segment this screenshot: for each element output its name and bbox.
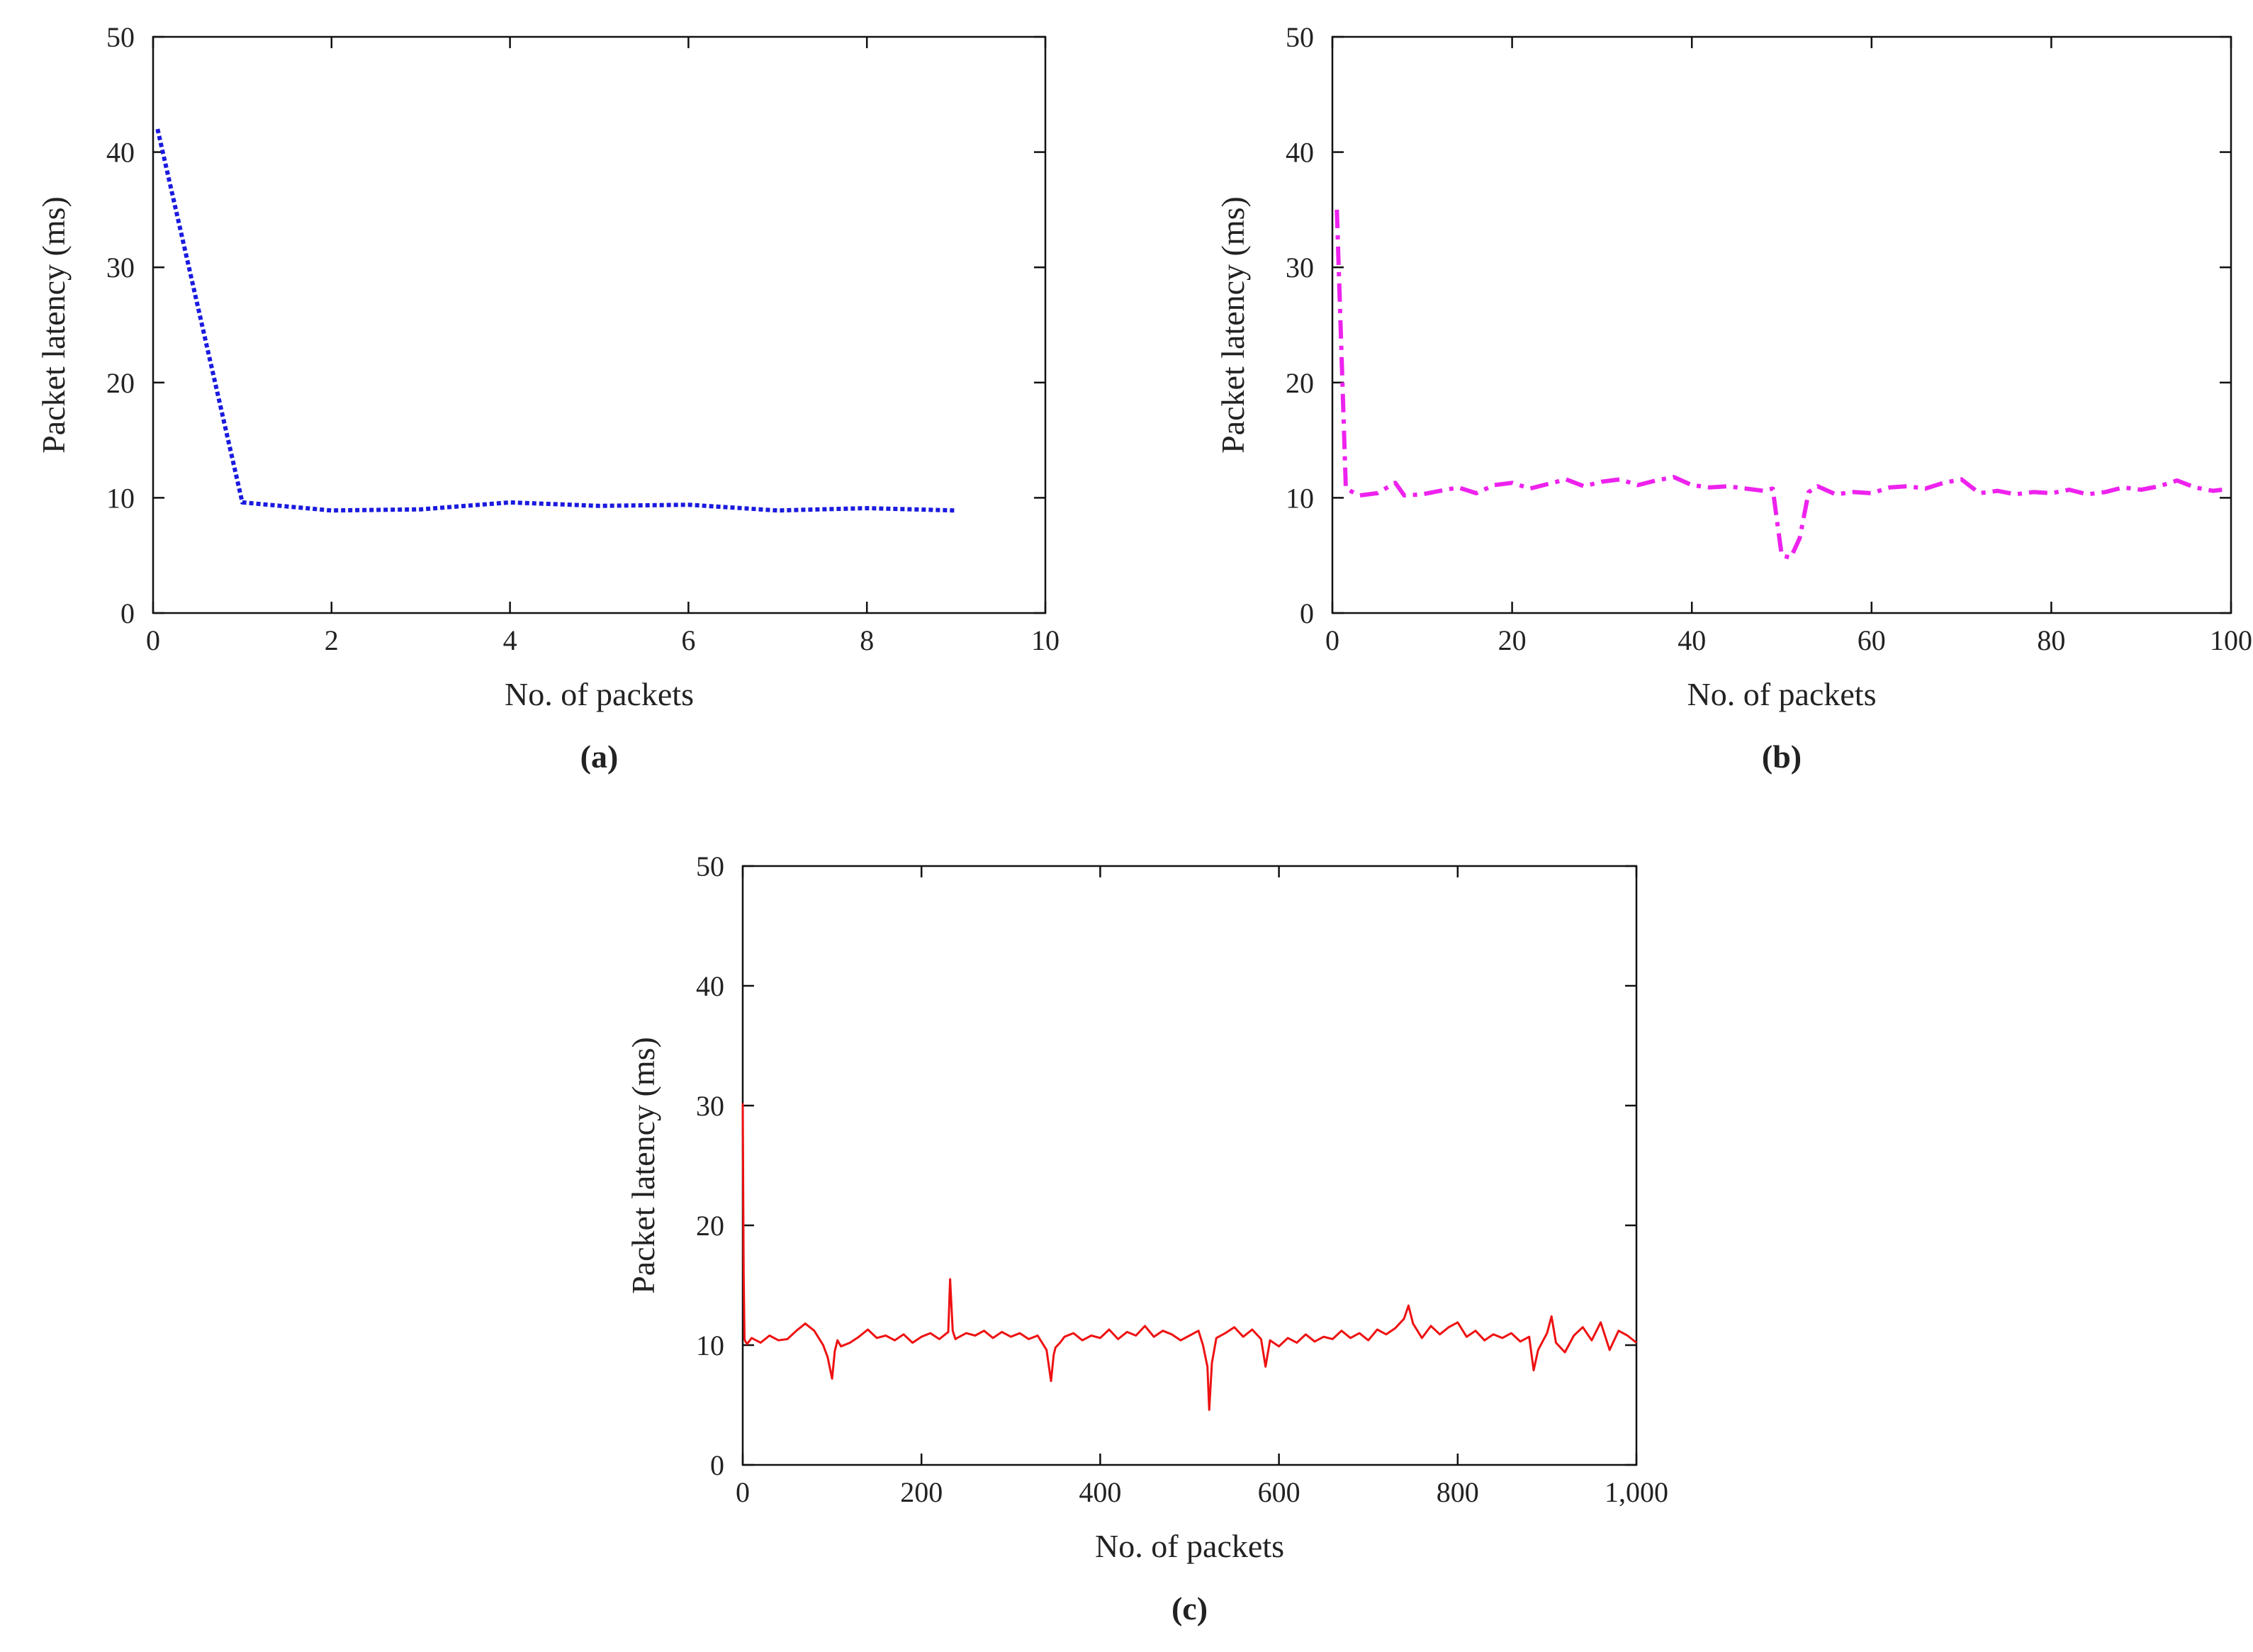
y-tick-label: 30 — [1286, 252, 1314, 283]
y-axis-label: Packet latency (ms) — [625, 1037, 661, 1294]
y-tick-label: 0 — [710, 1449, 724, 1481]
x-tick-label: 0 — [146, 624, 160, 656]
x-tick-label: 600 — [1258, 1476, 1300, 1508]
x-tick-label: 10 — [1031, 624, 1060, 656]
y-tick-label: 20 — [696, 1210, 724, 1242]
y-tick-label: 30 — [696, 1090, 724, 1122]
x-tick-label: 0 — [736, 1476, 750, 1508]
x-tick-label: 800 — [1437, 1476, 1479, 1508]
y-tick-label: 20 — [1286, 367, 1314, 399]
x-tick-label: 4 — [503, 624, 517, 656]
y-tick-label: 50 — [696, 850, 724, 882]
y-tick-label: 40 — [1286, 137, 1314, 169]
x-tick-label: 100 — [2210, 624, 2252, 656]
y-tick-label: 30 — [106, 252, 135, 283]
y-tick-label: 0 — [120, 597, 135, 629]
x-tick-label: 60 — [1858, 624, 1886, 656]
chart-panel-3: 0 200 400 600 800 1,000 0 10 20 30 40 50 No. of pack… — [625, 850, 1668, 1626]
x-axis-label: No. of packets — [1687, 676, 1877, 712]
x-tick-label: 20 — [1498, 624, 1527, 656]
y-tick-label: 50 — [106, 21, 135, 53]
series-line-1 — [155, 128, 957, 513]
plot-frame — [1331, 35, 2232, 614]
x-tick-label: 1,000 — [1605, 1476, 1668, 1508]
x-tick-label: 200 — [900, 1476, 943, 1508]
y-tick-label: 40 — [106, 137, 135, 169]
y-axis-label: Packet latency (ms) — [35, 196, 72, 454]
y-tick-label: 20 — [106, 367, 135, 399]
x-tick-label: 0 — [1325, 624, 1339, 656]
plot-frame — [741, 865, 1638, 1466]
x-tick-label: 80 — [2037, 624, 2065, 656]
y-tick-label: 10 — [106, 482, 135, 514]
chart-panel-1: 0 2 4 6 8 10 0 10 20 30 40 50 No. of packets Packet l… — [35, 21, 1060, 775]
x-tick-label: 8 — [860, 624, 874, 656]
series-line-1 — [741, 1103, 1637, 1411]
plot-frame — [152, 35, 1047, 614]
x-tick-label: 400 — [1079, 1476, 1121, 1508]
y-tick-label: 40 — [696, 970, 724, 1002]
x-tick-label: 40 — [1678, 624, 1706, 656]
x-axis-label: No. of packets — [1095, 1528, 1284, 1564]
chart-panel-2: 0 20 40 60 80 100 0 10 20 30 40 50 No. of packets Pac… — [1215, 21, 2252, 775]
y-tick-label: 10 — [1286, 482, 1314, 514]
y-tick-label: 10 — [696, 1330, 724, 1361]
x-tick-label: 2 — [325, 624, 339, 656]
x-axis-label: No. of packets — [505, 676, 694, 712]
series-line-1 — [1335, 209, 2223, 560]
panel-label: (c) — [1172, 1590, 1208, 1626]
y-tick-label: 50 — [1286, 21, 1314, 53]
y-axis-label: Packet latency (ms) — [1215, 196, 1251, 454]
panel-label: (a) — [580, 738, 619, 775]
x-tick-label: 6 — [681, 624, 695, 656]
panel-label: (b) — [1762, 738, 1802, 775]
y-tick-label: 0 — [1300, 597, 1314, 629]
